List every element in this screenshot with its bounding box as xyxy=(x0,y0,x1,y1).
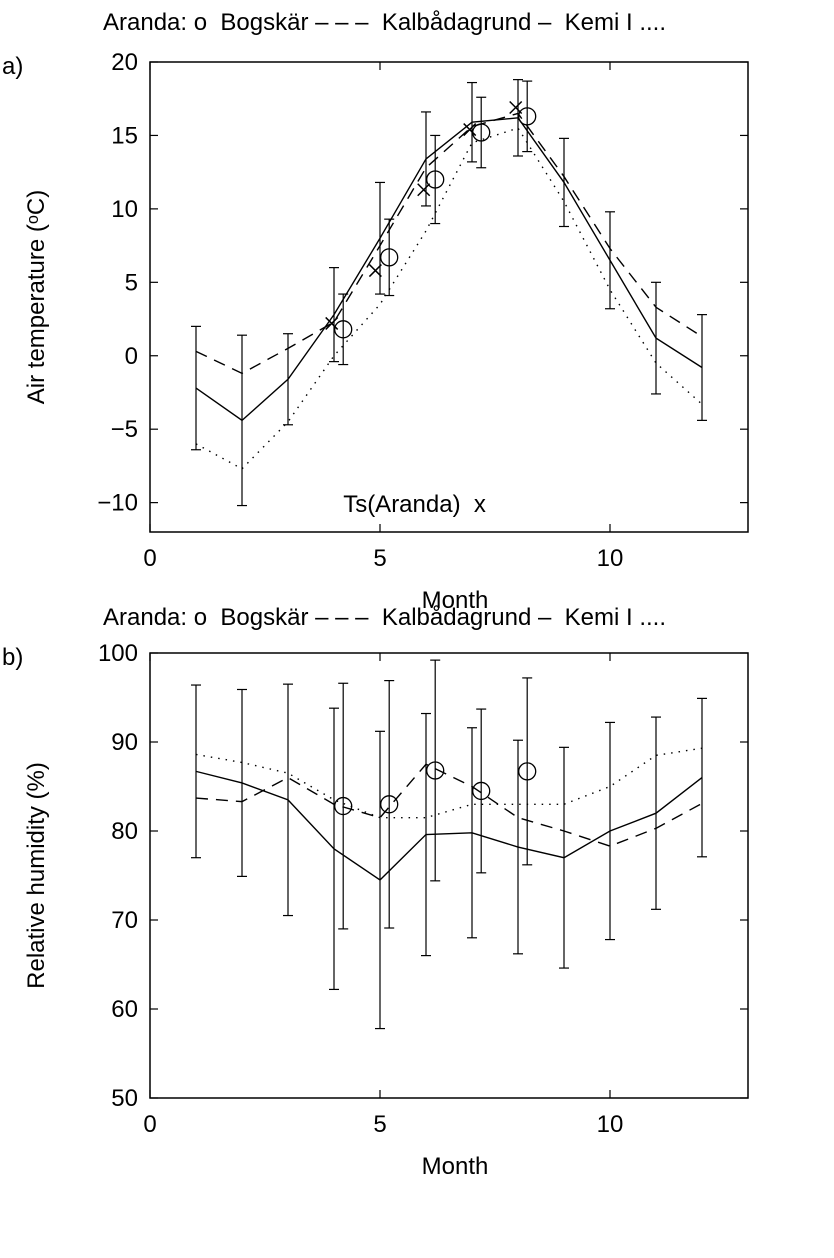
error-bar xyxy=(559,746,569,969)
error-bar xyxy=(237,688,247,877)
marker-circle xyxy=(518,107,537,126)
error-bar xyxy=(522,677,533,866)
y-tick-label: 10 xyxy=(111,196,138,223)
y-tick-label: 80 xyxy=(111,818,138,845)
error-bar xyxy=(513,79,523,157)
error-bar xyxy=(191,684,201,859)
y-tick-label: 100 xyxy=(98,640,138,667)
error-bar xyxy=(605,211,615,310)
marker-circle xyxy=(426,170,445,189)
chart-title: Aranda: o Bogskär – – – Kalbådagrund – K… xyxy=(103,9,666,36)
plot-frame xyxy=(149,652,749,1099)
panel-label: b) xyxy=(2,644,23,671)
marker-circle xyxy=(380,248,399,267)
x-tick-label: 5 xyxy=(373,545,386,572)
x-tick-label: 10 xyxy=(597,545,624,572)
error-bar xyxy=(522,80,533,153)
error-bar xyxy=(467,727,477,939)
marker-circle xyxy=(472,781,491,801)
series-line xyxy=(195,117,703,422)
x-tick-label: 0 xyxy=(143,545,156,572)
series-line xyxy=(195,112,703,375)
marker-x xyxy=(509,101,523,115)
marker-circle xyxy=(518,762,537,781)
annotation: Ts(Aranda) x xyxy=(343,491,486,518)
y-tick-label: −5 xyxy=(111,416,138,443)
y-axis-label: Air temperature (ᵒC) xyxy=(23,190,50,404)
error-bar xyxy=(697,314,707,421)
marker-circle xyxy=(334,796,353,816)
marker-x xyxy=(463,123,477,137)
y-tick-label: 15 xyxy=(111,122,138,149)
x-tick-label: 10 xyxy=(597,1111,624,1138)
marker-x xyxy=(417,183,431,197)
error-bar xyxy=(513,739,523,955)
y-tick-label: 5 xyxy=(125,269,138,296)
error-bar xyxy=(329,267,339,363)
error-bar xyxy=(605,721,615,941)
marker-circle xyxy=(380,795,399,814)
error-bar xyxy=(283,683,293,917)
marker-x xyxy=(368,264,382,278)
y-axis-label: Relative humidity (%) xyxy=(23,762,50,989)
error-bar xyxy=(384,679,395,929)
series-line xyxy=(195,747,703,819)
error-bar xyxy=(329,707,339,991)
panel: a) Aranda: o Bogskär – – – Kalbådagrund –… xyxy=(2,9,749,614)
chart-title: Aranda: o Bogskär – – – Kalbådagrund – K… xyxy=(103,604,666,631)
error-bar xyxy=(559,137,569,228)
x-tick-label: 0 xyxy=(143,1111,156,1138)
marker-circle xyxy=(426,761,445,780)
series-line xyxy=(195,763,703,847)
y-tick-label: 0 xyxy=(125,343,138,370)
x-tick-label: 5 xyxy=(373,1111,386,1138)
y-tick-label: 50 xyxy=(111,1085,138,1112)
error-bar xyxy=(467,81,477,163)
error-bar xyxy=(191,325,201,451)
marker-circle xyxy=(334,320,353,339)
error-bar xyxy=(697,697,707,858)
plot-frame xyxy=(149,61,749,533)
marker-x xyxy=(325,316,339,330)
error-bar xyxy=(384,218,395,297)
error-bar xyxy=(375,181,385,295)
error-bar xyxy=(476,96,487,169)
error-bar xyxy=(421,111,431,207)
error-bar xyxy=(430,659,441,882)
error-bar xyxy=(237,334,247,507)
panel: b) Aranda: o Bogskär – – – Kalbådagrund –… xyxy=(2,604,749,1180)
panel-label: a) xyxy=(2,53,23,80)
x-axis-label: Month xyxy=(422,587,489,614)
series-line xyxy=(195,127,703,470)
error-bar xyxy=(338,293,349,366)
error-bar xyxy=(476,708,487,874)
y-tick-label: 20 xyxy=(111,49,138,76)
y-tick-label: 90 xyxy=(111,729,138,756)
error-bar xyxy=(283,333,293,426)
error-bar xyxy=(375,730,385,1030)
series-line xyxy=(195,770,703,881)
y-tick-label: 70 xyxy=(111,907,138,934)
x-axis-label: Month xyxy=(422,1153,489,1180)
error-bar xyxy=(651,716,661,910)
y-tick-label: 60 xyxy=(111,996,138,1023)
error-bar xyxy=(421,712,431,957)
error-bar xyxy=(651,281,661,395)
error-bar xyxy=(430,134,441,225)
error-bar xyxy=(338,682,349,930)
y-tick-label: −10 xyxy=(97,490,138,517)
